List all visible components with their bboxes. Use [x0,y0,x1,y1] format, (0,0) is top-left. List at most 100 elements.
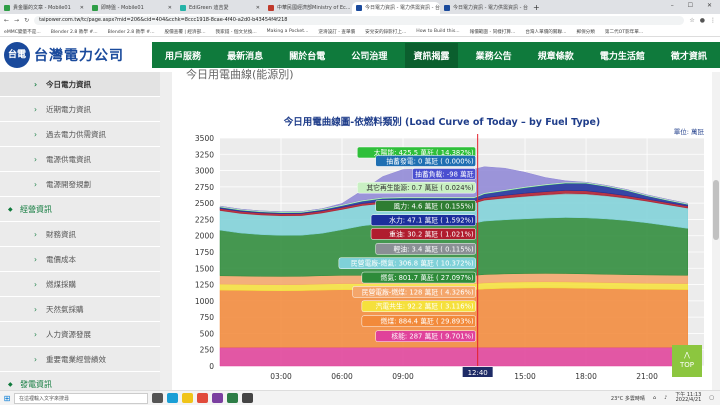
nav-item[interactable]: 用戶服務 [165,51,202,62]
bookmark-item[interactable]: Making a Pocket... [266,29,309,34]
sidebar-item[interactable]: 天然氣採購 [0,297,160,322]
nav-item[interactable]: 關於台電 [289,51,326,62]
main-nav: 用戶服務 最新消息 關於台電 公司治理 資訊揭露 業務公告 規章條款 電力生活館 徵才資訊 [152,42,720,68]
edge-icon[interactable] [167,393,178,403]
back-to-top-label: TOP [679,361,694,369]
section-title: 今日用電曲線(能源別) [186,68,294,81]
x-tick-label: 03:00 [270,372,292,381]
bookmark-item[interactable]: 台灣人單價的關聯... [525,29,567,35]
nav-item[interactable]: 業務公告 [475,51,512,62]
bookmark-item[interactable]: How to Build this... [416,29,460,34]
bookmark-item[interactable]: Blender 2.8 教學 #... [50,29,98,35]
tooltip-label: 燃氣: 801.7 萬瓩 ( 27.097%) [381,273,474,282]
sidebar-category[interactable]: 發電資訊 [0,372,160,390]
sidebar-item[interactable]: 近期電力資訊 [0,97,160,122]
bookmark-item[interactable]: 報價範圍 - 同樣打算... [469,29,516,35]
browser-tab[interactable]: 即時盤 - Mobile01 ✕ [88,2,176,14]
new-tab-button[interactable]: + [533,3,540,12]
notification-icon[interactable]: ▢ [709,395,714,401]
sidebar-category[interactable]: 經營資訊 [0,197,160,222]
y-tick-label: 1250 [195,281,214,290]
tab-favicon-icon [92,5,98,11]
browser-tab[interactable]: 今日電力資訊 - 電力供需資訊 - 台...✕ [440,2,528,14]
file-explorer-icon[interactable] [182,393,193,403]
bookmark-item[interactable]: 郵保分類 [576,29,595,35]
taipower-logo[interactable]: 台電 台灣電力公司 [4,41,154,69]
y-tick-label: 750 [200,313,215,322]
tab-close-icon[interactable]: ✕ [255,5,260,11]
browser-tab[interactable]: 今日電力資訊 - 電力供需資訊 - 台...✕ [352,2,440,14]
bookmark-item[interactable]: 逆滑設訂 - 查單價 [318,29,356,35]
browser-tab[interactable]: EdiGreen 迪吉愛 ✕ [176,2,264,14]
bookmark-item[interactable]: eMMC變量不是... [4,29,41,35]
back-icon[interactable]: ← [4,17,10,24]
menu-icon[interactable]: ⋮ [710,17,716,24]
tab-favicon-icon [268,5,274,11]
logo-text: 台灣電力公司 [34,48,124,64]
sidebar-item[interactable]: 電源供電資訊 [0,147,160,172]
scrollbar-thumb[interactable] [713,180,719,240]
tab-close-icon[interactable]: ✕ [167,5,172,11]
tab-close-icon[interactable]: ✕ [79,5,84,11]
nav-item[interactable]: 資訊揭露 [405,42,458,68]
nav-item[interactable]: 最新消息 [227,51,264,62]
nav-item[interactable]: 公司治理 [351,51,388,62]
window-controls[interactable]: – ☐ ✕ [670,2,718,9]
browser-tab[interactable]: 中華民國經濟部Ministry of Ec...✕ [264,2,352,14]
tab-favicon-icon [356,5,362,11]
back-to-top-button[interactable]: ⋀ TOP [672,345,702,377]
bookmark-item[interactable]: 第二代OT影年單... [604,29,644,35]
sidebar-item[interactable]: 財務資訊 [0,222,160,247]
app-icon[interactable] [212,393,223,403]
tooltip-label-box [375,200,476,212]
load-curve-chart[interactable]: 0 250 500 750 1000 1250 1500 1750 2000 2250 2500 27… [172,128,712,390]
tab-favicon-icon [444,5,450,11]
task-view-icon[interactable] [152,393,163,403]
nav-item[interactable]: 徵才資訊 [670,51,707,62]
tooltip-label: 民營電廠-燃氣: 306.8 萬瓩 ( 10.372%) [351,259,474,268]
tooltip-label-box [361,315,476,327]
y-tick-label: 1750 [195,248,214,257]
windows-start-icon[interactable]: ⊞ [3,393,11,403]
y-tick-label: 500 [200,329,215,338]
x-tick-label: 21:00 [636,372,658,381]
sidebar-item[interactable]: 過去電力供需資訊 [0,122,160,147]
nav-item[interactable]: 電力生活館 [599,51,645,62]
app-icon[interactable] [227,393,238,403]
y-tick-label: 2500 [195,199,214,208]
sidebar-item[interactable]: 重要電業經營績效 [0,347,160,372]
star-icon[interactable]: ☆ [689,17,695,24]
url-input[interactable]: taipower.com.tw/tc/page.aspx?mid=206&cid… [34,16,685,25]
sidebar-item[interactable]: 今日電力資訊 [0,72,160,97]
profile-icon[interactable]: ● [699,17,705,24]
chrome-icon[interactable] [197,393,208,403]
sidebar-item[interactable]: 人力資源發展 [0,322,160,347]
tooltip-label-box [361,271,476,284]
nav-item[interactable]: 規章條款 [537,51,574,62]
bookmark-item[interactable]: 股價查覆 | 經濟部... [164,29,206,35]
tooltip-label-box [357,181,476,194]
sidebar-item[interactable]: 電價成本 [0,247,160,272]
y-tick-label: 250 [200,346,215,355]
taskbar-search[interactable]: 在這裡輸入文字來搜尋 [14,392,148,404]
tooltip-label: 燃煤: 884.4 萬瓩 ( 29.893%) [381,317,474,326]
network-icon[interactable]: ⌂ [652,395,657,401]
app-icon[interactable] [242,393,253,403]
browser-tab[interactable]: 貴金屬的文章 - Mobile01 ✕ [0,2,88,14]
bookmark-item[interactable]: Blender 2.8 教學 #... [107,29,155,35]
page-scrollbar[interactable] [712,72,720,390]
y-tick-label: 2250 [195,215,214,224]
y-tick-label: 3000 [195,167,214,176]
forward-icon[interactable]: → [14,17,20,24]
sidebar-item[interactable]: 燃煤採購 [0,272,160,297]
bookmark-item[interactable]: 我家錢 - 個文兌換... [215,29,257,35]
sidebar-item[interactable]: 電源開發規劃 [0,172,160,197]
reload-icon[interactable]: ↻ [24,17,30,24]
tooltip-label: 核能: 287 萬瓩 ( 9.701%) [391,332,474,341]
tab-label: 中華民國經濟部Ministry of Ec... [277,5,351,11]
clock[interactable]: 下午 11:13 2022/4/21 [675,392,701,404]
tab-label: EdiGreen 迪吉愛 [189,5,229,11]
weather-status[interactable]: 23°C 多雲時晴 [610,395,645,402]
bookmark-item[interactable]: 安兌安的錄影打上... [365,29,407,35]
volume-icon[interactable]: ♪ [664,395,668,401]
